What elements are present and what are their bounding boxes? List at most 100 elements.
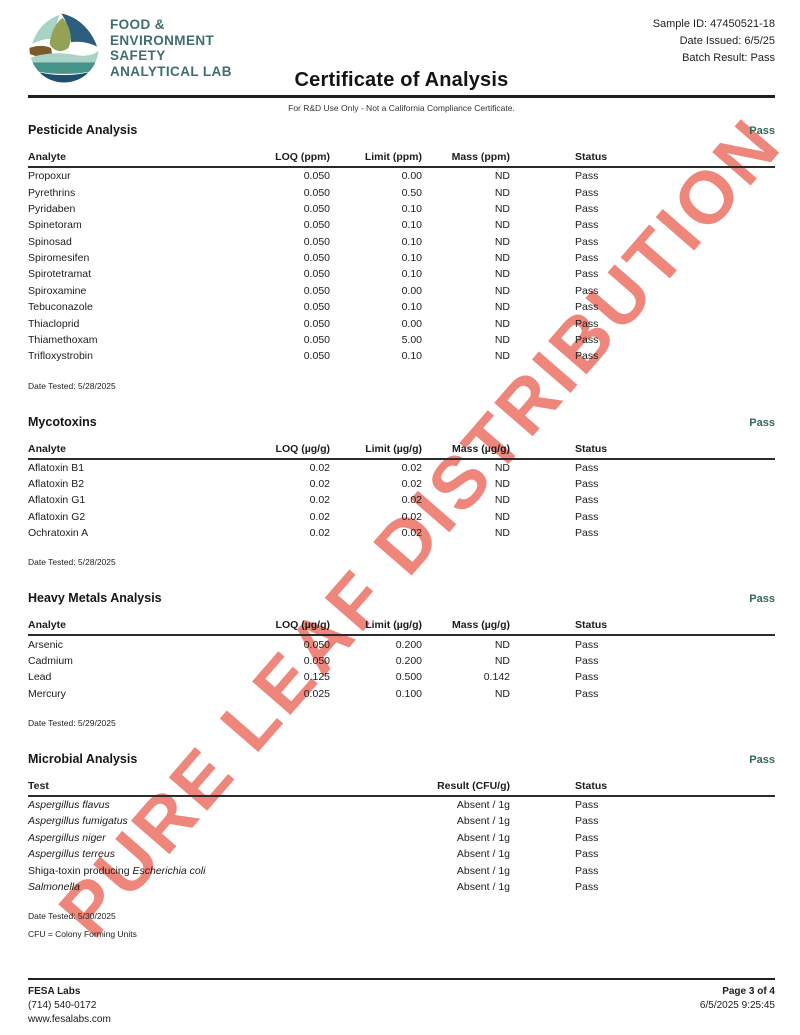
species-name: Aspergillus flavus bbox=[28, 799, 110, 812]
column-header-result-cfu-g: Result (CFU/g) bbox=[310, 779, 510, 797]
column-header-status: Status bbox=[510, 619, 775, 637]
results-table: Analyte LOQ (µg/g) Limit (µg/g) Mass (µg/g)… bbox=[28, 442, 775, 542]
cell-result-cfu-g: Absent / 1g bbox=[456, 880, 510, 893]
table-row: Aspergillus flavus Absent / 1g Pass bbox=[28, 796, 775, 813]
table-row: Aspergillus niger Absent / 1g Pass bbox=[28, 830, 775, 846]
column-header-limit-g-g: Limit (µg/g) bbox=[330, 619, 422, 637]
cell-analyte: Cadmium bbox=[28, 654, 73, 667]
cell-status: Pass bbox=[575, 202, 599, 215]
cell-limit-g-g: 0.02 bbox=[401, 478, 422, 491]
cell-loq-ppm: 0.050 bbox=[303, 317, 330, 330]
cell-loq-g-g: 0.02 bbox=[309, 478, 330, 491]
cell-analyte: Aflatoxin G1 bbox=[28, 494, 86, 507]
table-row: Propoxur 0.050 0.00 ND Pass bbox=[28, 167, 775, 184]
cell-analyte: Aflatoxin G2 bbox=[28, 510, 86, 523]
cell-mass-ppm: ND bbox=[494, 333, 510, 346]
section-pesticide-analysis: Pesticide Analysis Pass Analyte LOQ (ppm) Li… bbox=[28, 123, 775, 391]
cell-limit-g-g: 0.200 bbox=[395, 638, 422, 651]
cell-loq-ppm: 0.050 bbox=[303, 170, 330, 183]
section-status-badge: Pass bbox=[749, 753, 775, 766]
section-title: Microbial Analysis bbox=[28, 751, 138, 766]
cell-analyte: Propoxur bbox=[28, 170, 71, 183]
cell-limit-g-g: 0.02 bbox=[401, 527, 422, 540]
cell-mass-g-g: ND bbox=[494, 654, 510, 667]
cell-mass-ppm: ND bbox=[494, 252, 510, 265]
document-content: FOOD & ENVIRONMENT SAFETY ANALYTICAL LAB… bbox=[28, 12, 775, 939]
document-footer: FESA Labs (714) 540-0172 www.fesalabs.co… bbox=[28, 978, 775, 1027]
results-table: Analyte LOQ (ppm) Limit (ppm) Mass (ppm) Sta… bbox=[28, 151, 775, 365]
cell-loq-ppm: 0.050 bbox=[303, 284, 330, 297]
lab-brand: FOOD & ENVIRONMENT SAFETY ANALYTICAL LAB bbox=[28, 12, 232, 84]
cell-limit-g-g: 0.500 bbox=[395, 671, 422, 684]
column-header-limit-ppm: Limit (ppm) bbox=[330, 151, 422, 168]
cell-status: Pass bbox=[575, 864, 599, 877]
table-row: Mercury 0.025 0.100 ND Pass bbox=[28, 686, 775, 702]
section-title: Mycotoxins bbox=[28, 414, 97, 429]
cell-limit-g-g: 0.200 bbox=[395, 654, 422, 667]
lab-name-line: SAFETY bbox=[110, 48, 166, 63]
cell-loq-g-g: 0.02 bbox=[309, 494, 330, 507]
cell-loq-ppm: 0.050 bbox=[303, 301, 330, 314]
column-header-analyte: Analyte bbox=[28, 151, 240, 168]
cell-limit-ppm: 0.10 bbox=[401, 202, 422, 215]
species-name: Aspergillus niger bbox=[28, 831, 106, 844]
table-row: Aspergillus fumigatus Absent / 1g Pass bbox=[28, 813, 775, 829]
cell-mass-g-g: ND bbox=[494, 527, 510, 540]
cfu-footnote: CFU = Colony Forming Units bbox=[28, 929, 137, 940]
column-header-mass-g-g: Mass (µg/g) bbox=[422, 619, 510, 637]
cell-status: Pass bbox=[575, 284, 599, 297]
cell-limit-ppm: 0.10 bbox=[401, 268, 422, 281]
table-header-row: Analyte LOQ (µg/g) Limit (µg/g) Mass (µg/g)… bbox=[28, 619, 775, 637]
cell-mass-ppm: ND bbox=[494, 284, 510, 297]
cell-limit-ppm: 0.10 bbox=[401, 350, 422, 363]
cell-status: Pass bbox=[575, 654, 599, 667]
cell-result-cfu-g: Absent / 1g bbox=[456, 815, 510, 828]
column-header-mass-ppm: Mass (ppm) bbox=[422, 151, 510, 168]
cell-mass-g-g: ND bbox=[494, 687, 510, 700]
cell-loq-g-g: 0.02 bbox=[309, 461, 330, 474]
batch-result: Batch Result: Pass bbox=[682, 52, 775, 64]
cell-status: Pass bbox=[575, 687, 599, 700]
column-header-test: Test bbox=[28, 779, 310, 797]
section-status-badge: Pass bbox=[749, 125, 775, 137]
sample-id: Sample ID: 47450521-18 bbox=[652, 18, 775, 30]
cell-loq-ppm: 0.050 bbox=[303, 235, 330, 248]
cell-result-cfu-g: Absent / 1g bbox=[456, 799, 510, 812]
cell-limit-g-g: 0.02 bbox=[401, 494, 422, 507]
cell-limit-g-g: 0.02 bbox=[401, 461, 422, 474]
cell-status: Pass bbox=[575, 848, 599, 861]
column-header-loq-g-g: LOQ (µg/g) bbox=[240, 619, 330, 637]
cell-limit-ppm: 0.00 bbox=[401, 317, 422, 330]
cell-mass-g-g: ND bbox=[494, 478, 510, 491]
species-name: Aspergillus fumigatus bbox=[28, 815, 128, 828]
cell-limit-ppm: 0.10 bbox=[401, 252, 422, 265]
sections: Pesticide Analysis Pass Analyte LOQ (ppm) Li… bbox=[28, 123, 775, 939]
section-status-badge: Pass bbox=[749, 593, 775, 606]
table-row: Lead 0.125 0.500 0.142 Pass bbox=[28, 669, 775, 685]
test-name-text: Shiga-toxin producing bbox=[28, 864, 133, 877]
cell-mass-ppm: ND bbox=[494, 202, 510, 215]
table-row: Thiacloprid 0.050 0.00 ND Pass bbox=[28, 315, 775, 331]
cell-analyte: Arsenic bbox=[28, 638, 64, 651]
cell-status: Pass bbox=[575, 671, 599, 684]
lab-logo-icon bbox=[29, 13, 99, 83]
cell-analyte: Pyridaben bbox=[28, 202, 76, 215]
species-name: Salmonella bbox=[28, 880, 80, 893]
footer-website[interactable]: www.fesalabs.com bbox=[28, 1014, 111, 1025]
cell-mass-ppm: ND bbox=[494, 186, 510, 199]
cell-limit-ppm: 5.00 bbox=[401, 333, 422, 346]
cell-mass-g-g: ND bbox=[494, 510, 510, 523]
cell-loq-ppm: 0.050 bbox=[303, 186, 330, 199]
cell-loq-g-g: 0.050 bbox=[303, 638, 330, 651]
cell-status: Pass bbox=[575, 170, 599, 183]
section-title: Pesticide Analysis bbox=[28, 123, 138, 137]
cell-test: Aspergillus niger bbox=[28, 830, 310, 846]
species-name: Aspergillus terreus bbox=[28, 848, 115, 861]
cell-limit-ppm: 0.10 bbox=[401, 235, 422, 248]
lab-name-line: FOOD & bbox=[110, 17, 165, 32]
cell-mass-ppm: ND bbox=[494, 317, 510, 330]
cell-test: Aspergillus fumigatus bbox=[28, 813, 310, 829]
cell-status: Pass bbox=[575, 301, 599, 314]
section-mycotoxins: Mycotoxins Pass Analyte LOQ (µg/g) Limit (µg… bbox=[28, 414, 775, 567]
cell-analyte: Tebuconazole bbox=[28, 301, 93, 314]
